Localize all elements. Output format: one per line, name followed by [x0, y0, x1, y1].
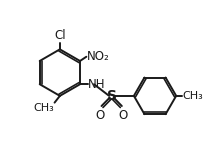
- Text: S: S: [107, 89, 117, 103]
- Text: Cl: Cl: [54, 29, 66, 42]
- Text: O: O: [95, 109, 105, 122]
- Text: NO₂: NO₂: [87, 50, 110, 63]
- Text: NH: NH: [88, 78, 106, 91]
- Text: O: O: [119, 109, 128, 122]
- Text: CH₃: CH₃: [33, 103, 54, 113]
- Text: CH₃: CH₃: [182, 91, 203, 101]
